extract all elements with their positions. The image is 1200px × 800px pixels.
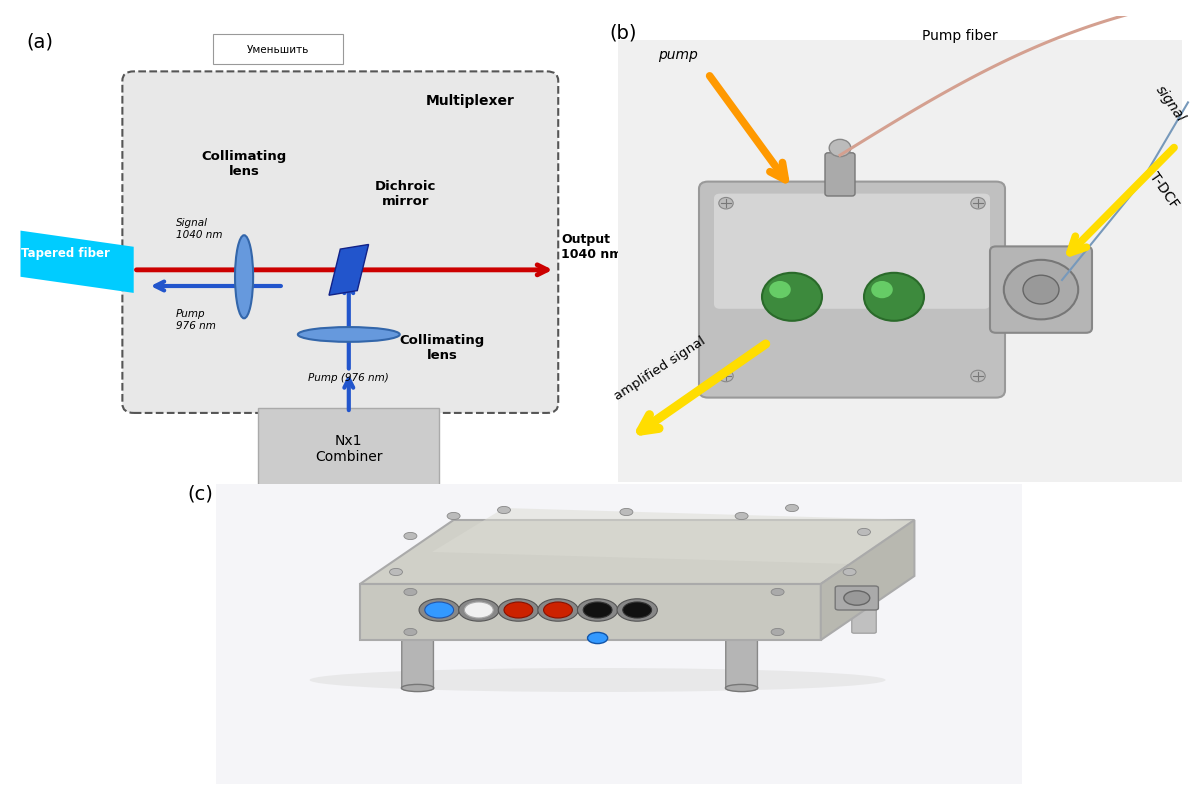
Polygon shape: [821, 520, 914, 640]
Circle shape: [772, 589, 784, 595]
Circle shape: [736, 512, 748, 520]
Circle shape: [858, 528, 870, 536]
Circle shape: [864, 273, 924, 321]
Circle shape: [620, 509, 632, 516]
Text: amplified signal: amplified signal: [612, 334, 708, 403]
Circle shape: [829, 139, 851, 157]
Circle shape: [871, 281, 893, 298]
Polygon shape: [20, 230, 133, 293]
Text: Collimating
lens: Collimating lens: [202, 150, 287, 178]
Circle shape: [404, 589, 416, 595]
Circle shape: [404, 533, 416, 540]
Text: signal: signal: [1152, 83, 1188, 125]
Text: Signal
1040 nm: Signal 1040 nm: [176, 218, 223, 240]
Circle shape: [425, 602, 454, 618]
Ellipse shape: [298, 327, 400, 342]
Circle shape: [588, 632, 607, 643]
Circle shape: [419, 598, 460, 621]
FancyBboxPatch shape: [852, 590, 876, 634]
Circle shape: [623, 602, 652, 618]
Polygon shape: [432, 508, 914, 564]
Text: (a): (a): [26, 32, 53, 51]
Text: Tapered fiber: Tapered fiber: [22, 247, 110, 260]
FancyBboxPatch shape: [122, 71, 558, 413]
Circle shape: [404, 629, 416, 635]
Circle shape: [458, 598, 499, 621]
Circle shape: [772, 629, 784, 635]
FancyBboxPatch shape: [216, 484, 1022, 784]
Circle shape: [504, 602, 533, 618]
Circle shape: [1022, 275, 1060, 304]
Ellipse shape: [725, 685, 758, 691]
Circle shape: [448, 512, 460, 520]
FancyBboxPatch shape: [835, 586, 878, 610]
FancyBboxPatch shape: [726, 638, 757, 690]
FancyBboxPatch shape: [990, 246, 1092, 333]
FancyBboxPatch shape: [212, 34, 343, 65]
Text: Nx1
Combiner: Nx1 Combiner: [316, 434, 383, 464]
FancyBboxPatch shape: [258, 408, 439, 489]
Text: Pump (976 nm): Pump (976 nm): [308, 374, 389, 383]
Text: Pump
976 nm: Pump 976 nm: [176, 309, 216, 330]
Circle shape: [544, 602, 572, 618]
Polygon shape: [360, 584, 821, 640]
Text: (c): (c): [187, 484, 214, 503]
Circle shape: [498, 506, 510, 514]
Text: Dichroic
mirror: Dichroic mirror: [374, 180, 436, 208]
Text: Collimating
lens: Collimating lens: [400, 334, 485, 362]
Circle shape: [719, 198, 733, 209]
Circle shape: [844, 590, 870, 605]
FancyBboxPatch shape: [402, 638, 433, 690]
Circle shape: [762, 273, 822, 321]
Circle shape: [786, 504, 798, 512]
Text: (b): (b): [610, 23, 636, 42]
Text: pump: pump: [658, 48, 698, 62]
Polygon shape: [329, 245, 368, 295]
Circle shape: [464, 602, 493, 618]
Text: Multiplexer: Multiplexer: [426, 94, 515, 108]
Text: Pump fiber: Pump fiber: [922, 29, 998, 43]
Ellipse shape: [402, 685, 434, 691]
FancyBboxPatch shape: [618, 40, 1182, 482]
Circle shape: [617, 598, 658, 621]
Text: Уменьшить: Уменьшить: [247, 45, 310, 54]
Text: T-DCF: T-DCF: [1147, 170, 1181, 211]
Circle shape: [844, 568, 856, 576]
Ellipse shape: [310, 668, 886, 692]
Circle shape: [971, 198, 985, 209]
FancyBboxPatch shape: [514, 590, 538, 634]
Ellipse shape: [235, 235, 253, 318]
Circle shape: [583, 602, 612, 618]
Circle shape: [769, 281, 791, 298]
FancyBboxPatch shape: [826, 153, 854, 196]
Circle shape: [498, 598, 539, 621]
Circle shape: [577, 598, 618, 621]
Polygon shape: [360, 520, 914, 584]
Circle shape: [1003, 260, 1079, 319]
Circle shape: [390, 568, 402, 576]
FancyBboxPatch shape: [714, 194, 990, 309]
Circle shape: [971, 370, 985, 382]
Text: Output
1040 nm: Output 1040 nm: [562, 233, 623, 261]
Circle shape: [538, 598, 578, 621]
FancyBboxPatch shape: [698, 182, 1006, 398]
Circle shape: [719, 370, 733, 382]
